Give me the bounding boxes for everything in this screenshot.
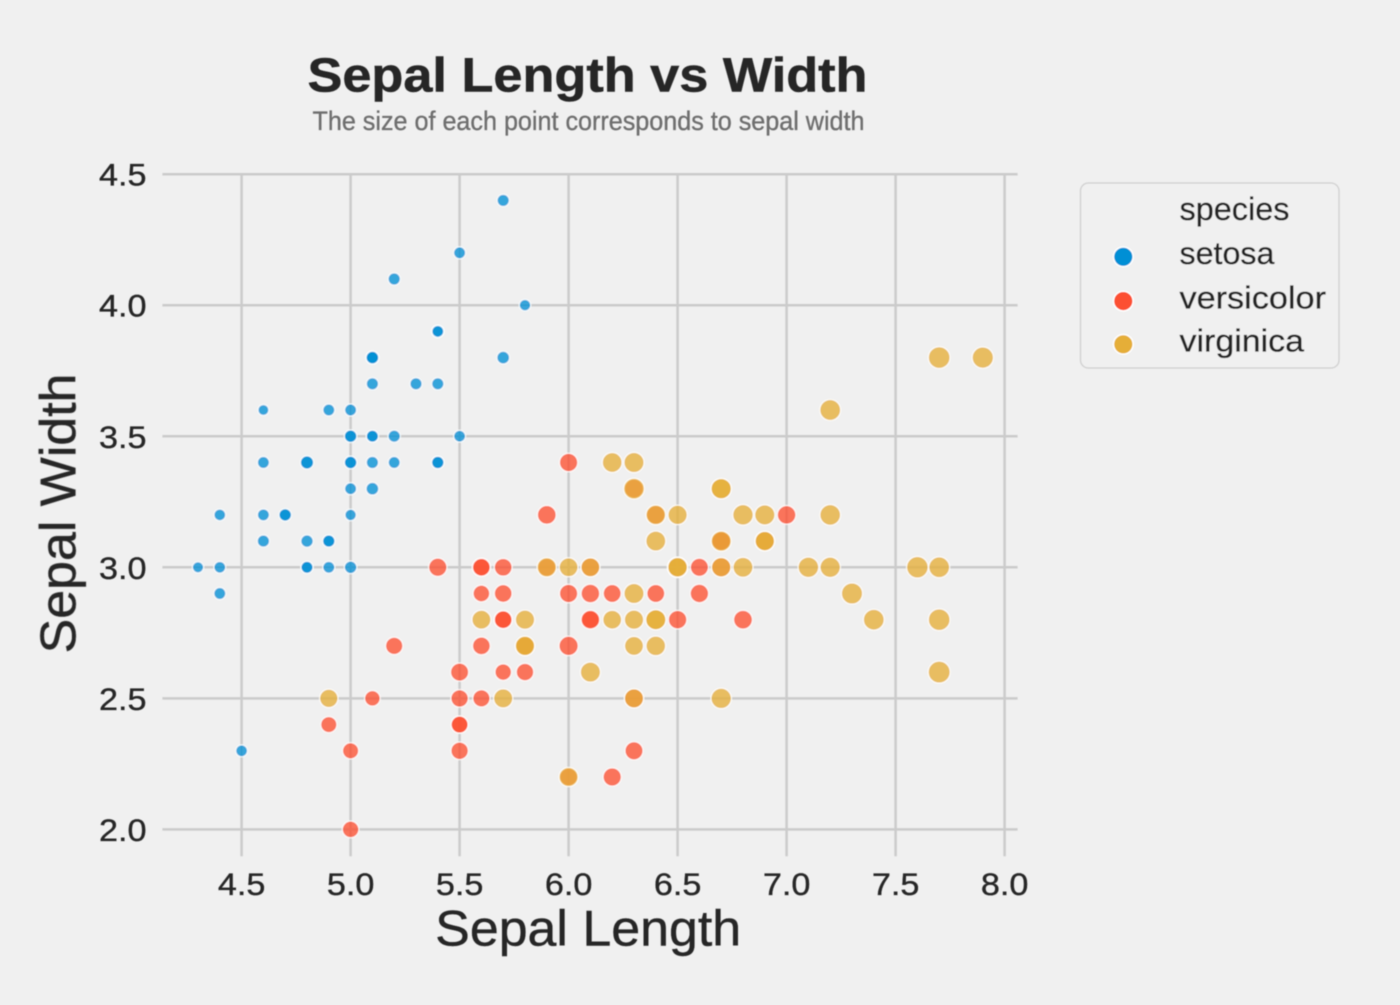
svg-text:7.0: 7.0 xyxy=(763,867,811,902)
svg-text:Sepal Width: Sepal Width xyxy=(30,374,86,654)
svg-text:5.0: 5.0 xyxy=(327,867,375,902)
svg-text:2.0: 2.0 xyxy=(99,813,147,848)
svg-text:The size of each point corresp: The size of each point corresponds to se… xyxy=(313,105,865,136)
svg-text:5.5: 5.5 xyxy=(436,867,484,902)
svg-text:6.0: 6.0 xyxy=(545,867,593,902)
svg-text:2.5: 2.5 xyxy=(99,682,147,717)
svg-text:versicolor: versicolor xyxy=(1180,280,1327,315)
svg-text:4.5: 4.5 xyxy=(99,158,147,193)
svg-text:3.5: 3.5 xyxy=(99,420,147,455)
svg-text:4.0: 4.0 xyxy=(99,289,147,324)
svg-text:virginica: virginica xyxy=(1180,323,1305,358)
svg-text:7.5: 7.5 xyxy=(872,867,920,902)
svg-text:3.0: 3.0 xyxy=(99,551,147,586)
svg-text:setosa: setosa xyxy=(1180,236,1276,271)
svg-text:4.5: 4.5 xyxy=(218,867,266,902)
svg-text:8.0: 8.0 xyxy=(981,867,1029,902)
svg-text:Sepal Length: Sepal Length xyxy=(435,901,741,957)
svg-text:6.5: 6.5 xyxy=(654,867,702,902)
svg-text:species: species xyxy=(1180,191,1290,227)
svg-text:Sepal Length vs Width: Sepal Length vs Width xyxy=(308,48,868,102)
